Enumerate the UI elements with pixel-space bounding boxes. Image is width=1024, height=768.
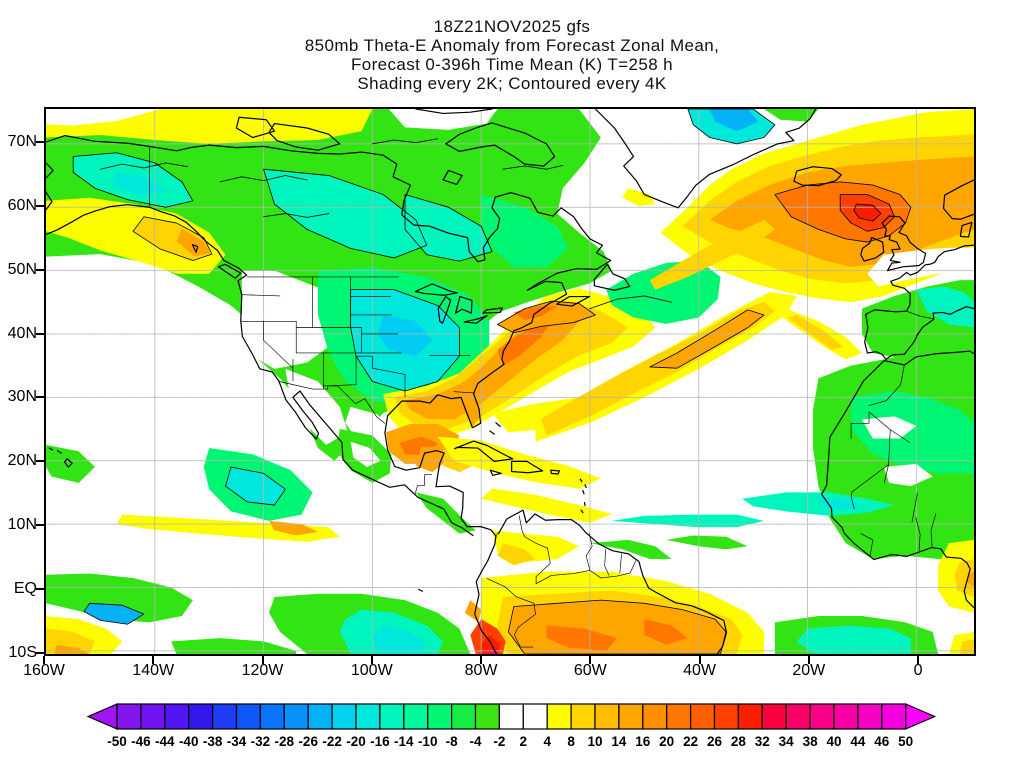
colorbar-label: -26	[298, 734, 318, 749]
lat-tick	[36, 460, 44, 463]
title-forecast-range: Forecast 0-396h Time Mean (K) T=258 h	[350, 55, 674, 74]
lon-axis-label: 100W	[350, 662, 393, 679]
colorbar-label: -20	[346, 734, 366, 749]
lat-tick	[36, 396, 44, 399]
lat-tick	[36, 587, 44, 590]
colorbar-label: -4	[469, 734, 481, 749]
lat-axis-label: 50N	[7, 260, 37, 278]
lon-tick	[480, 656, 483, 664]
colorbar-legend: -50 -46 -44 -40 -38 -34 -32 -28 -26 -22 -20 -16 -14-…	[84, 701, 940, 751]
colorbar-label: -8	[446, 734, 458, 749]
lat-axis-label: 30N	[7, 388, 37, 406]
lat-tick	[36, 524, 44, 527]
colorbar-label: -50	[107, 734, 127, 749]
anomaly-map	[46, 109, 974, 654]
lon-tick	[370, 656, 373, 664]
colorbar-label: 34	[779, 734, 795, 749]
colorbar-label: -16	[370, 734, 390, 749]
lon-tick	[152, 656, 155, 664]
lon-tick	[589, 656, 592, 664]
lat-tick	[36, 651, 44, 654]
lat-axis-label: EQ	[13, 579, 37, 597]
lat-axis-label: 40N	[7, 324, 37, 342]
lon-tick	[807, 656, 810, 664]
lon-tick	[698, 656, 701, 664]
colorbar-label: 44	[850, 734, 866, 749]
lon-axis-label: 160W	[23, 662, 65, 679]
colorbar-label: -44	[155, 734, 175, 749]
lat-axis-label: 60N	[7, 196, 37, 214]
colorbar-label: -46	[131, 734, 151, 749]
colorbar-label: 20	[659, 734, 674, 749]
colorbar-label: -22	[322, 734, 342, 749]
lat-tick	[36, 141, 44, 144]
colorbar-label: 38	[803, 734, 819, 749]
lon-tick	[43, 656, 45, 664]
colorbar-label: -34	[227, 734, 247, 749]
colorbar-label: 8	[567, 734, 575, 749]
lon-tick	[917, 656, 920, 664]
colorbar-label: 22	[683, 734, 698, 749]
colorbar-label: 26	[707, 734, 723, 749]
lon-axis-label: 140W	[132, 662, 175, 679]
lon-axis-label: 80W	[464, 662, 498, 679]
colorbar-label: 28	[731, 734, 747, 749]
lat-axis-label: 10S	[8, 643, 37, 661]
lon-axis-label: 0	[913, 662, 923, 679]
lat-tick	[36, 332, 44, 335]
colorbar-label: -14	[394, 734, 414, 749]
colorbar-label: 46	[874, 734, 890, 749]
colorbar-label: 50	[898, 734, 913, 749]
lat-tick	[36, 268, 44, 271]
lon-axis-label: 20W	[792, 662, 826, 679]
colorbar-label: -32	[251, 734, 271, 749]
map-frame	[44, 107, 976, 656]
lat-axis-label: 10N	[7, 516, 37, 534]
colorbar-label: 32	[755, 734, 770, 749]
lat-axis-label: 20N	[7, 452, 37, 470]
colorbar-label: 2	[520, 734, 528, 749]
lon-axis-label: 60W	[573, 662, 607, 679]
lon-tick	[261, 656, 264, 664]
title-init-time: 18Z21NOV2025 gfs	[433, 17, 591, 36]
lat-axis-label: 70N	[7, 133, 37, 151]
colorbar-label: -10	[418, 734, 438, 749]
lon-axis-label: 40W	[683, 662, 717, 679]
colorbar-label: 16	[635, 734, 651, 749]
colorbar-label: 10	[587, 734, 602, 749]
colorbar-label: -38	[203, 734, 223, 749]
colorbar-scale: -50 -46 -44 -40 -38 -34 -32 -28 -26 -22 -20 -16 -14-…	[86, 703, 937, 749]
lon-axis-label: 120W	[241, 662, 284, 679]
title-variable: 850mb Theta-E Anomaly from Forecast Zona…	[304, 36, 720, 55]
title-shading-note: Shading every 2K; Contoured every 4K	[357, 74, 667, 93]
colorbar-label: 4	[543, 734, 551, 749]
colorbar-label: 14	[611, 734, 627, 749]
colorbar-label: -2	[493, 734, 505, 749]
colorbar-label: -40	[179, 734, 199, 749]
colorbar-label: 40	[826, 734, 841, 749]
colorbar-label: -28	[275, 734, 295, 749]
lat-tick	[36, 204, 44, 207]
chart-title-block: 18Z21NOV2025 gfs 850mb Theta-E Anomaly f…	[0, 17, 1024, 93]
